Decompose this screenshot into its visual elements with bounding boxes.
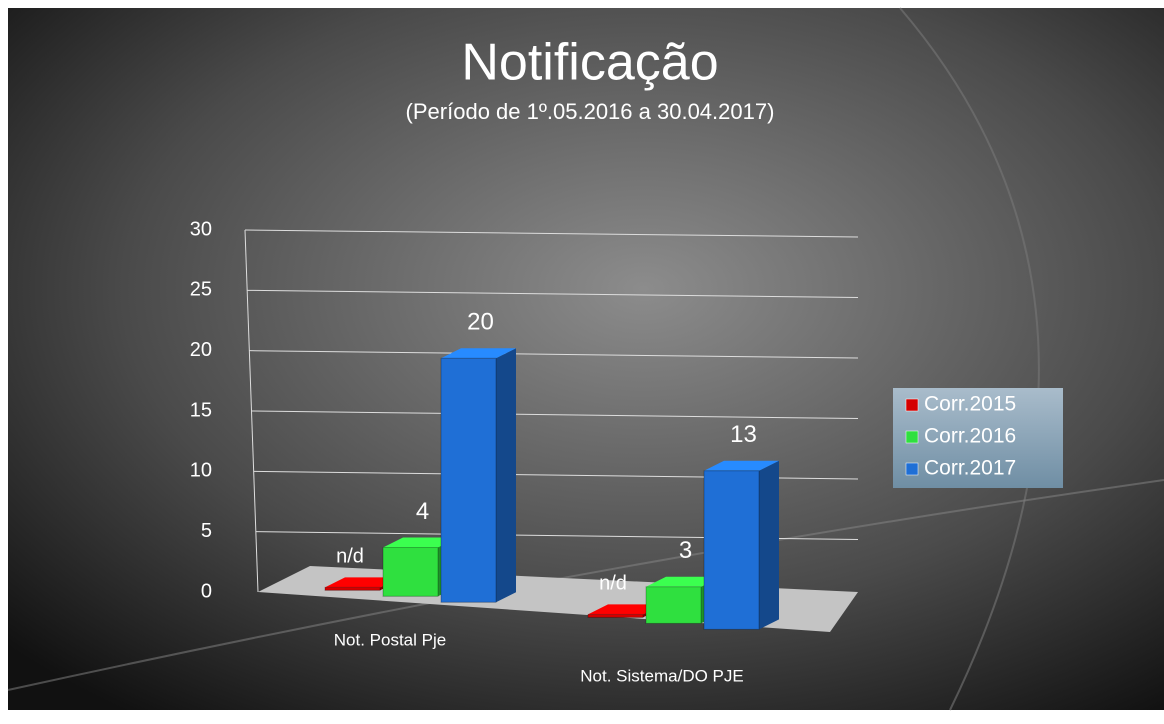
x-tick-label: Not. Postal Pje bbox=[334, 630, 446, 649]
bar-top bbox=[704, 460, 779, 471]
y-tick-label: 0 bbox=[201, 580, 212, 602]
bar-top bbox=[441, 348, 516, 359]
bar bbox=[382, 547, 439, 597]
bar bbox=[703, 470, 760, 630]
grid-line bbox=[247, 289, 859, 298]
bar bbox=[440, 357, 497, 603]
data-label: 20 bbox=[467, 309, 494, 336]
y-tick-label: 15 bbox=[190, 399, 212, 421]
x-tick-label: Not. Sistema/DO PJE bbox=[580, 666, 743, 685]
data-label: n/d bbox=[599, 573, 627, 595]
bar-top bbox=[383, 537, 458, 548]
bar-top bbox=[646, 576, 721, 587]
data-label: 13 bbox=[730, 421, 757, 448]
legend-swatch bbox=[905, 462, 919, 476]
legend-label: Corr.2016 bbox=[924, 425, 1016, 448]
y-tick-label: 10 bbox=[190, 460, 212, 482]
data-label: n/d bbox=[336, 546, 364, 568]
legend-label: Corr.2017 bbox=[924, 457, 1016, 480]
bar bbox=[587, 613, 644, 618]
legend-swatch bbox=[905, 398, 919, 412]
data-label: 3 bbox=[679, 537, 692, 564]
grid-line bbox=[244, 229, 859, 238]
y-tick-label: 5 bbox=[201, 520, 212, 542]
decor-arc bbox=[899, 7, 1040, 711]
bar bbox=[645, 586, 702, 624]
data-label: 4 bbox=[416, 498, 429, 525]
bar-top bbox=[588, 604, 663, 615]
legend-swatch bbox=[905, 430, 919, 444]
legend-label: Corr.2015 bbox=[924, 393, 1016, 416]
bar-side bbox=[759, 460, 779, 630]
grid-line bbox=[251, 410, 859, 419]
bar bbox=[324, 586, 381, 591]
y-tick-label: 25 bbox=[190, 279, 212, 301]
chart-title: Notificação bbox=[461, 34, 718, 92]
grid-line bbox=[249, 350, 859, 359]
chart-subtitle: (Período de 1º.05.2016 a 30.04.2017) bbox=[406, 99, 775, 124]
bar-side bbox=[496, 348, 516, 603]
bar-top bbox=[325, 577, 400, 588]
y-tick-label: 20 bbox=[190, 339, 212, 361]
decor-arc bbox=[7, 479, 1164, 691]
legend-box bbox=[893, 388, 1063, 488]
y-tick-label: 30 bbox=[190, 218, 212, 240]
